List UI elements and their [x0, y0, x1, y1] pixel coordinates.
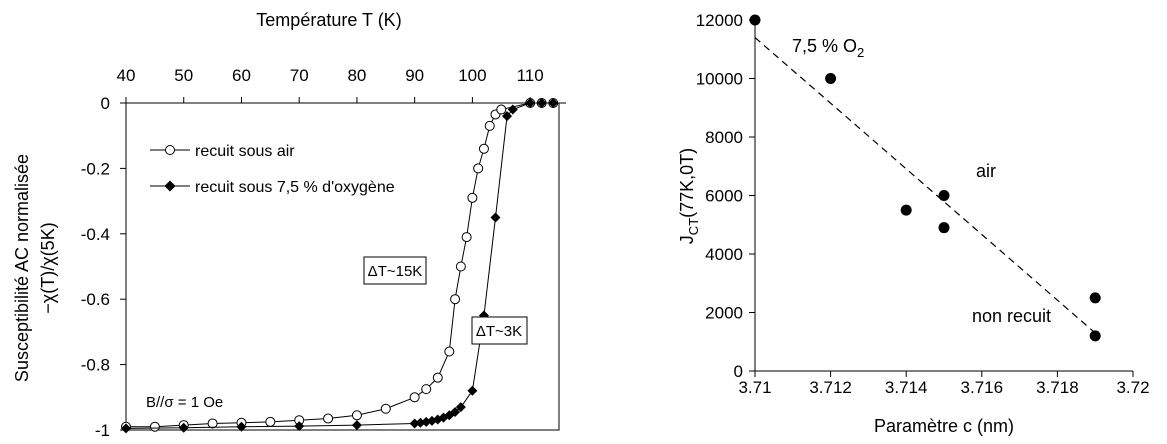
- chart1-x-tick-label: 40: [117, 66, 136, 85]
- chart1-x-tick-label: 90: [405, 66, 424, 85]
- chart2-y-tick-label: 6000: [705, 187, 743, 206]
- chart1-point-air: [496, 104, 507, 115]
- chart2-x-tick-label: 3.716: [961, 378, 1004, 397]
- delta-3k-box: [471, 316, 528, 345]
- chart1-point-air: [351, 410, 362, 421]
- chart1-x-tick-label: 80: [347, 66, 366, 85]
- chart1-point-air: [149, 421, 160, 432]
- chart1-point-oxygen: [490, 212, 501, 223]
- chart1-point-air: [421, 384, 432, 395]
- chart1-point-air: [473, 163, 484, 174]
- chart1-point-air: [444, 346, 455, 357]
- chart2-x-tick-label: 3.718: [1036, 378, 1079, 397]
- o2-annotation: 7,5 % O2: [792, 36, 864, 60]
- chart1-point-oxygen: [455, 402, 466, 413]
- chart1-series-line: [125, 102, 554, 429]
- chart2-point: [825, 73, 837, 84]
- chart2-point: [900, 204, 912, 216]
- chart1-top-axis-title: Température T (K): [256, 10, 401, 30]
- chart1-x-tick-label: 100: [458, 66, 486, 85]
- chart1-point-oxygen: [351, 420, 362, 431]
- non-recuit-annotation: non recuit: [972, 306, 1051, 326]
- chart2-point: [749, 14, 761, 26]
- chart2-point: [1089, 292, 1101, 304]
- chart2-y-tick-label: 12000: [696, 11, 743, 30]
- chart1-point-air: [380, 403, 391, 414]
- chart1-x-tick-label: 110: [517, 66, 544, 85]
- chart2-y-tick-label: 8000: [705, 128, 743, 147]
- chart2-y-tick-label: 2000: [705, 304, 743, 323]
- chart1-point-air: [461, 232, 472, 243]
- chart1-point-oxygen: [450, 407, 461, 418]
- chart1-point-oxygen: [467, 385, 478, 396]
- legend-marker-air: [165, 145, 175, 155]
- chart1-point-oxygen: [507, 104, 518, 115]
- chart1-point-oxygen: [178, 422, 189, 433]
- chart1-series-line: [126, 102, 554, 428]
- chart2-point: [938, 190, 950, 201]
- chart2-y-tick-label: 10000: [696, 70, 743, 89]
- delta-3k-annotation: ΔT~3K: [476, 323, 522, 340]
- chart2-point: [1089, 330, 1101, 342]
- chart1-point-air: [455, 261, 466, 272]
- chart1-point-oxygen: [502, 111, 513, 122]
- chart1-point-air: [432, 372, 443, 383]
- chart2-x-tick-label: 3.72: [1116, 378, 1149, 397]
- chart1-point-air: [478, 143, 489, 154]
- chart1-y-tick-label: -0.8: [81, 356, 110, 375]
- chart1-x-tick-label: 50: [174, 66, 193, 85]
- chart2-point: [938, 222, 950, 234]
- chart1-y-label-line1: Susceptibilité AC normalisée: [12, 154, 32, 382]
- chart1-point-oxygen: [121, 423, 131, 434]
- chart1-point-oxygen: [236, 421, 247, 432]
- chart1-point-oxygen: [536, 98, 547, 108]
- chart1-y-label-line2: −χ(T)/χ(5K): [38, 222, 58, 313]
- field-annotation: B//σ = 1 Oe: [146, 394, 223, 411]
- chart2-y-tick-label: 0: [734, 362, 743, 381]
- chart2-x-label: Paramètre c (nm): [874, 416, 1014, 436]
- chart1-point-air: [323, 413, 334, 424]
- chart1-point-oxygen: [409, 418, 420, 429]
- chart1-x-tick-label: 70: [290, 66, 309, 85]
- chart1-point-oxygen: [548, 98, 559, 108]
- jct-chart: 0 2000 4000 6000 8000 10000 12000 3.71 3.712 3.7…: [677, 11, 1150, 436]
- chart1-legend: recuit sous air recuit sous 7,5 % d'oxyg…: [150, 143, 395, 196]
- air-annotation: air: [976, 161, 996, 181]
- chart2-trendline: [754, 37, 1096, 334]
- chart1-point-air: [467, 192, 478, 203]
- chart2-y-label: JCT(77K,0T): [677, 148, 701, 244]
- chart1-point-oxygen: [294, 421, 305, 432]
- legend-label-air: recuit sous air: [195, 143, 295, 160]
- chart2-x-tick-label: 3.714: [885, 378, 928, 397]
- chart1-point-air: [450, 294, 461, 305]
- legend-label-oxygen: recuit sous 7,5 % d'oxygène: [195, 179, 395, 196]
- chart1-y-tick-label: 0: [101, 94, 110, 113]
- chart2-x-tick-label: 3.71: [738, 378, 771, 397]
- chart1-point-air: [207, 418, 218, 429]
- chart1-plot-frame: [125, 102, 560, 431]
- chart1-point-oxygen: [525, 98, 536, 108]
- chart1-point-air: [409, 392, 420, 403]
- delta-15k-annotation: ΔT~15K: [368, 263, 423, 280]
- chart2-y-tick-label: 4000: [705, 245, 743, 264]
- susceptibility-chart: Température T (K) 40 50 60 70 80 90 100 110 0 -0…: [12, 10, 566, 440]
- chart1-point-air: [265, 416, 276, 427]
- chart1-x-tick-label: 60: [232, 66, 251, 85]
- legend-marker-oxygen: [164, 180, 176, 192]
- chart2-x-tick-label: 3.712: [809, 378, 852, 397]
- chart1-y-tick-label: -0.2: [81, 159, 110, 178]
- chart1-point-air: [484, 120, 495, 131]
- chart1-y-tick-label: -0.6: [81, 290, 110, 309]
- chart1-y-tick-label: -0.4: [81, 225, 110, 244]
- chart1-y-tick-label: -1: [95, 421, 110, 440]
- delta-15k-box: [363, 256, 427, 285]
